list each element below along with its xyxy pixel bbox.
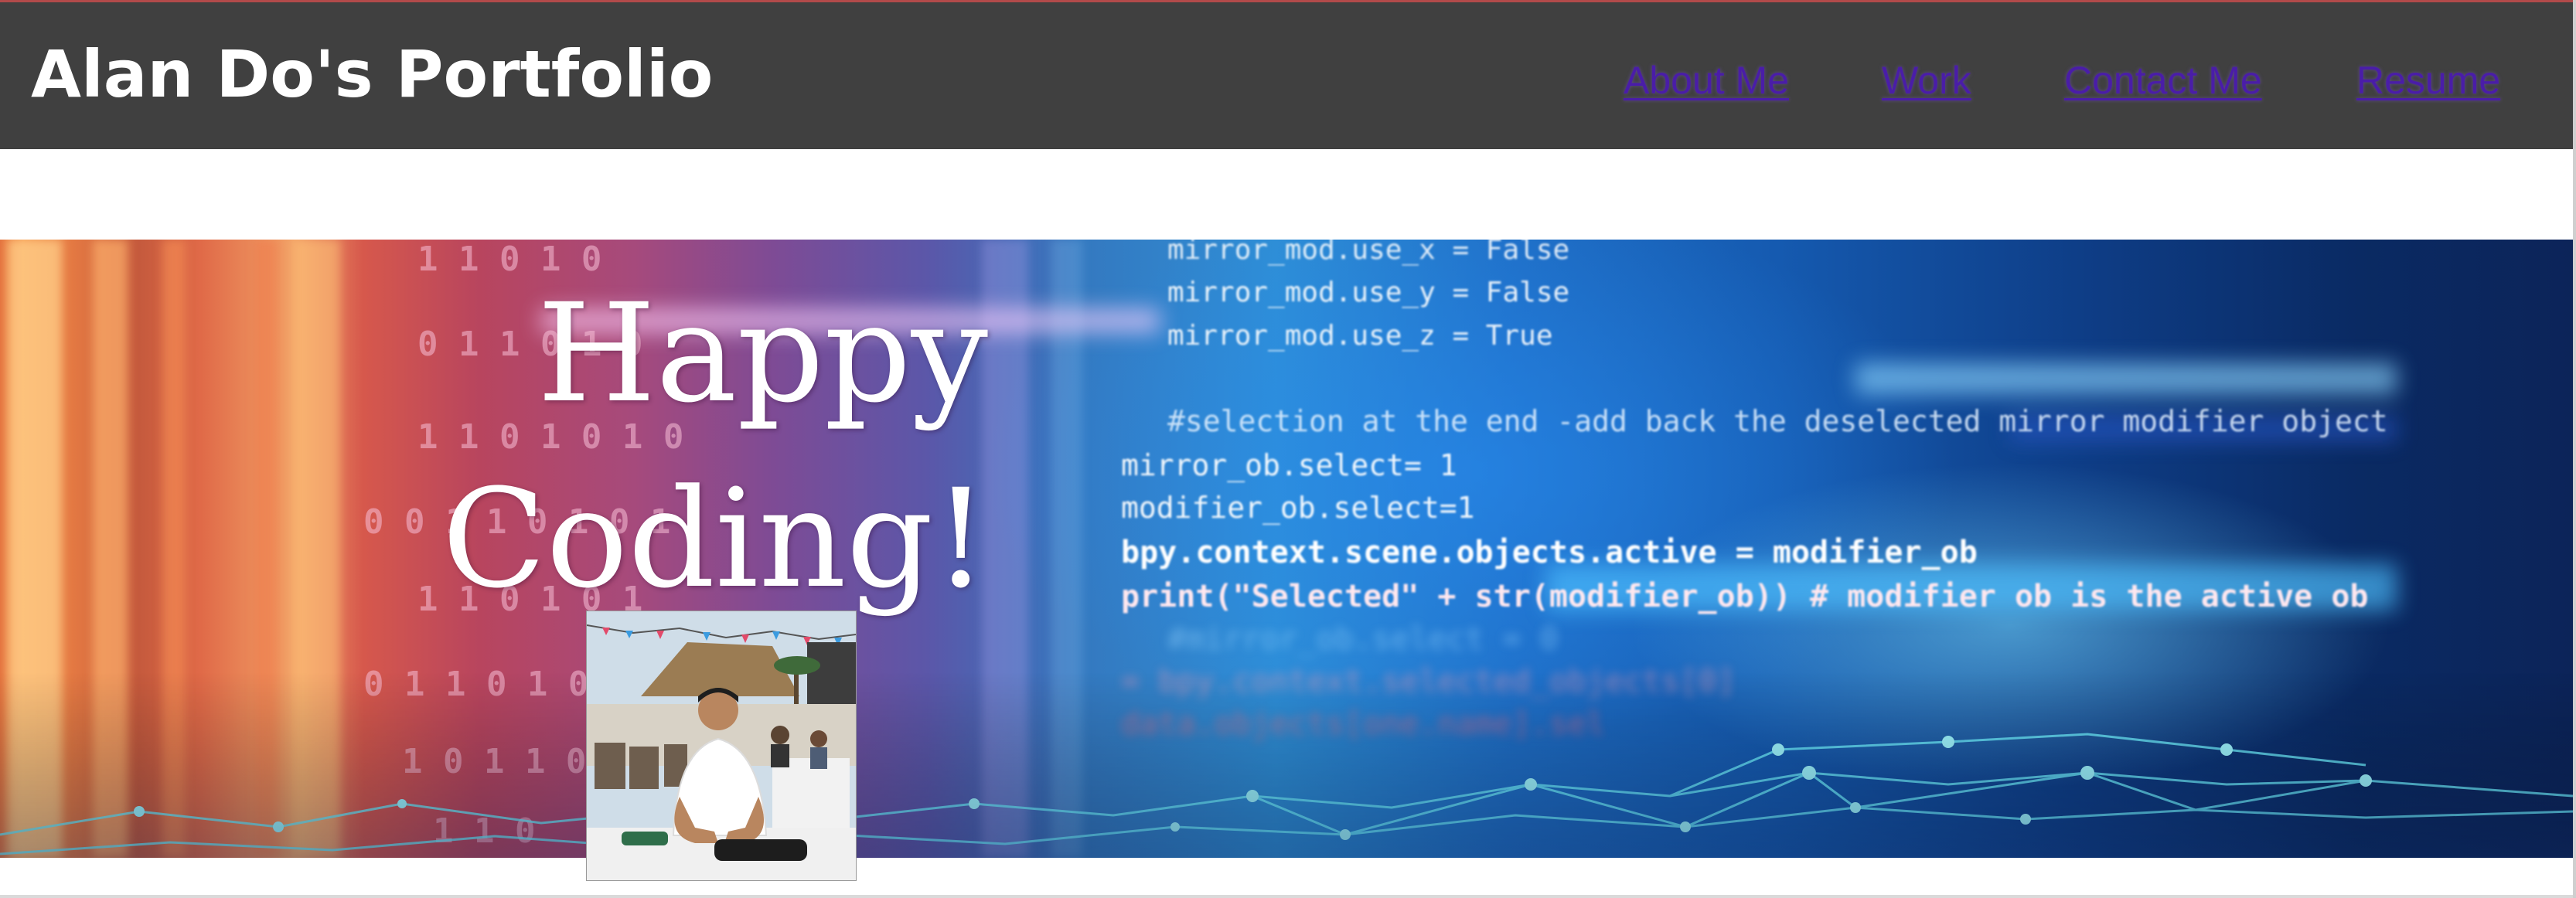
hero-title-line-1: Happy <box>537 274 988 433</box>
nav-link-work[interactable]: Work <box>1882 59 1971 102</box>
nav-link-contact-me[interactable]: Contact Me <box>2064 59 2262 102</box>
hero-background-image: 1 1 0 1 0 0 1 1 0 1 0 1 1 0 1 0 1 0 0 0 … <box>0 240 2573 858</box>
site-title: Alan Do's Portfolio <box>31 36 714 112</box>
hero-banner: 1 1 0 1 0 0 1 1 0 1 0 1 1 0 1 0 1 0 0 0 … <box>0 240 2573 858</box>
bottom-divider <box>0 895 2573 898</box>
main-nav: About Me Work Contact Me Resume <box>0 53 2573 107</box>
site-header: Alan Do's Portfolio About Me Work Contac… <box>0 0 2573 149</box>
profile-photo <box>586 611 857 881</box>
nav-link-about-me[interactable]: About Me <box>1624 59 1790 102</box>
profile-photo-icon <box>587 611 856 880</box>
hero-title-line-2: Coding! <box>441 460 988 618</box>
hero-title: Happy Coding! <box>442 261 988 632</box>
nav-link-resume[interactable]: Resume <box>2356 59 2501 102</box>
